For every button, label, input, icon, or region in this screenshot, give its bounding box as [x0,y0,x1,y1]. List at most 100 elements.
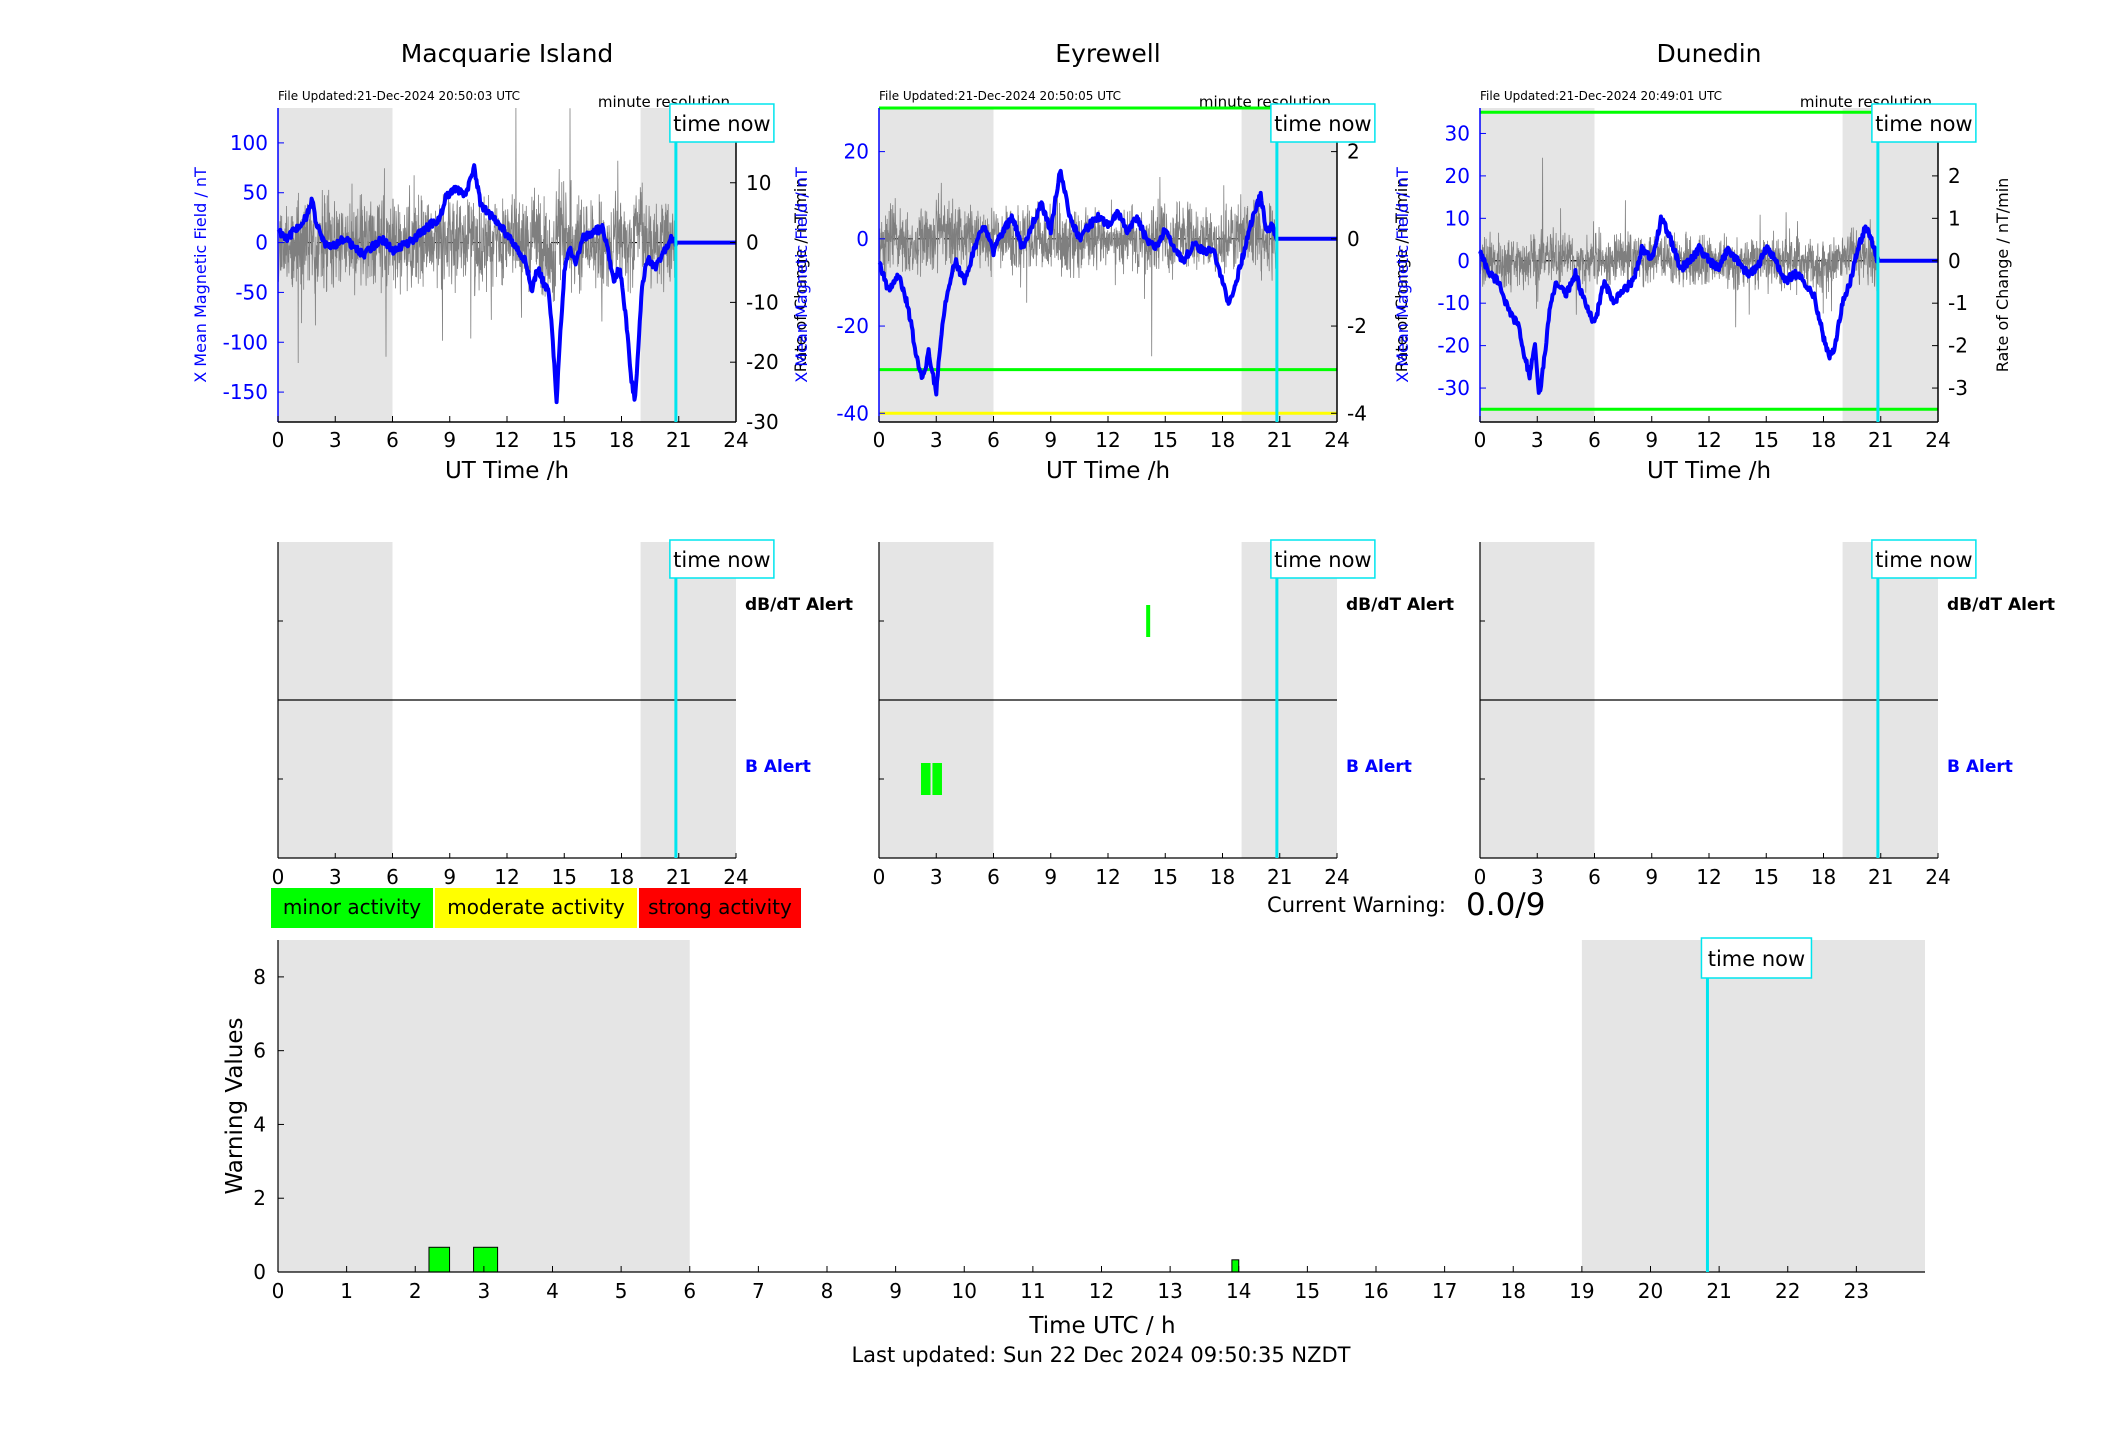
field-trace [877,168,1339,397]
time-now-box [1871,539,1977,579]
y-tick-label-right: -2 [1347,314,1367,338]
y-tick-label-left: -20 [836,314,869,338]
alert-bar-b [932,763,942,795]
x-tick-label: 9 [1645,428,1658,452]
y-axis-label: Warning Values [222,1017,248,1194]
alert-x-tick-label: 3 [930,865,943,889]
time-now-label: time now [1274,112,1371,136]
time-now-box [1871,103,1977,143]
alert-x-tick-label: 15 [1754,865,1779,889]
y-tick-label-right: -1 [1948,291,1968,315]
time-now-label: time now [673,548,770,572]
alert-panel-macquarie: dB/dT Alert B Alert 0 3 6 9 12 15 18 21 24 time now [272,539,853,889]
y-tick-label: 2 [253,1186,266,1210]
activity-legend: minor activity moderate activity strong ac… [271,888,801,928]
x-tick-label: 18 [1501,1279,1526,1303]
x-axis-label: UT Time /h [445,458,569,484]
field-trace [1478,214,1940,395]
y-axis-label-left: X Mean Magnetic Field / nT [792,167,811,383]
x-tick-label: 0 [1474,428,1487,452]
y-tick-label-left: -150 [223,380,268,404]
station-title: Dunedin [1657,39,1762,68]
x-tick-label: 9 [443,428,456,452]
x-tick-label: 6 [987,428,1000,452]
alert-x-tick-label: 9 [1645,865,1658,889]
alert-panel-dunedin: dB/dT Alert B Alert 0 3 6 9 12 15 18 21 24 time now [1474,539,2055,889]
y-tick-label-right: -20 [746,350,779,374]
station-title: Macquarie Island [401,39,614,68]
warning-bar [1231,1259,1240,1273]
x-tick-label: 3 [930,428,943,452]
x-tick-label: 3 [1531,428,1544,452]
alert-bar-b [920,763,931,795]
alert-x-tick-label: 9 [1044,865,1057,889]
time-now-label: time now [1875,112,1972,136]
alert-x-tick-label: 24 [723,865,748,889]
y-tick-label-right: 0 [1347,227,1360,251]
b-alert-label: B Alert [745,757,811,777]
x-tick-label: 7 [752,1279,765,1303]
alert-x-tick-label: 18 [609,865,634,889]
night-band [1581,940,1925,1272]
legend-label: strong activity [648,895,792,919]
x-tick-label: 10 [952,1279,977,1303]
x-tick-label: 2 [409,1279,422,1303]
y-tick-label-left: -100 [223,330,268,354]
alert-x-tick-label: 0 [272,865,285,889]
station-panel-dunedin: Dunedin File Updated:21-Dec-2024 20:49:01… [1393,39,2012,484]
y-tick-label-right: 0 [1948,249,1961,273]
alert-panel-eyrewell: dB/dT Alert B Alert 0 3 6 9 12 15 18 21 24 time now [873,539,1454,889]
warning-bar [428,1246,451,1273]
time-now-box [669,539,775,579]
y-tick-label-left: 30 [1445,121,1470,145]
current-warning: Current Warning: 0.0/9 [1267,887,1545,923]
station-title: Eyrewell [1055,39,1160,68]
x-tick-label: 15 [1153,428,1178,452]
x-tick-label: 20 [1638,1279,1663,1303]
y-tick-label-left: -50 [235,280,268,304]
time-now-box [1700,937,1813,979]
legend-swatch [639,888,801,928]
y-axis-label-right: Rate of Change / nT/min [791,178,810,373]
station-panel-eyrewell: Eyrewell File Updated:21-Dec-2024 20:50:0… [792,39,1411,484]
y-tick-label: 8 [253,965,266,989]
x-tick-label: 23 [1844,1279,1869,1303]
y-tick-label-left: 20 [1445,164,1470,188]
legend-item: strong activity [639,888,801,928]
x-tick-label: 17 [1432,1279,1457,1303]
x-tick-label: 9 [889,1279,902,1303]
y-tick-label-left: -10 [1437,291,1470,315]
b-alert-label: B Alert [1346,757,1412,777]
legend-label: moderate activity [447,895,625,919]
alert-x-tick-label: 6 [1588,865,1601,889]
alert-x-tick-label: 15 [1153,865,1178,889]
x-tick-label: 15 [1754,428,1779,452]
alert-x-tick-label: 21 [666,865,691,889]
x-tick-label: 3 [329,428,342,452]
x-tick-label: 5 [615,1279,628,1303]
dbdt-alert-label: dB/dT Alert [745,595,853,615]
x-tick-label: 24 [1324,428,1349,452]
y-axis-label-right: Rate of Change / nT/min [1392,178,1411,373]
x-tick-label: 12 [1696,428,1721,452]
x-tick-label: 15 [1295,1279,1320,1303]
y-tick-label-left: -30 [1437,376,1470,400]
legend-swatch [271,888,433,928]
x-tick-label: 21 [1868,428,1893,452]
x-tick-label: 14 [1226,1279,1251,1303]
x-tick-label: 19 [1569,1279,1594,1303]
x-tick-label: 0 [873,428,886,452]
x-tick-label: 0 [272,428,285,452]
x-tick-label: 24 [1925,428,1950,452]
field-trace [276,163,738,405]
x-tick-label: 18 [1811,428,1836,452]
file-updated-text: File Updated:21-Dec-2024 20:50:05 UTC [879,89,1121,103]
alert-x-tick-label: 12 [1095,865,1120,889]
dbdt-alert-label: dB/dT Alert [1346,595,1454,615]
time-now-box [1270,103,1376,143]
y-tick-label-right: 1 [1948,206,1961,230]
station-field-panels: Macquarie Island File Updated:21-Dec-2024… [191,39,2012,484]
y-tick-label-right: -10 [746,290,779,314]
x-tick-label: 12 [1089,1279,1114,1303]
x-tick-label: 6 [683,1279,696,1303]
